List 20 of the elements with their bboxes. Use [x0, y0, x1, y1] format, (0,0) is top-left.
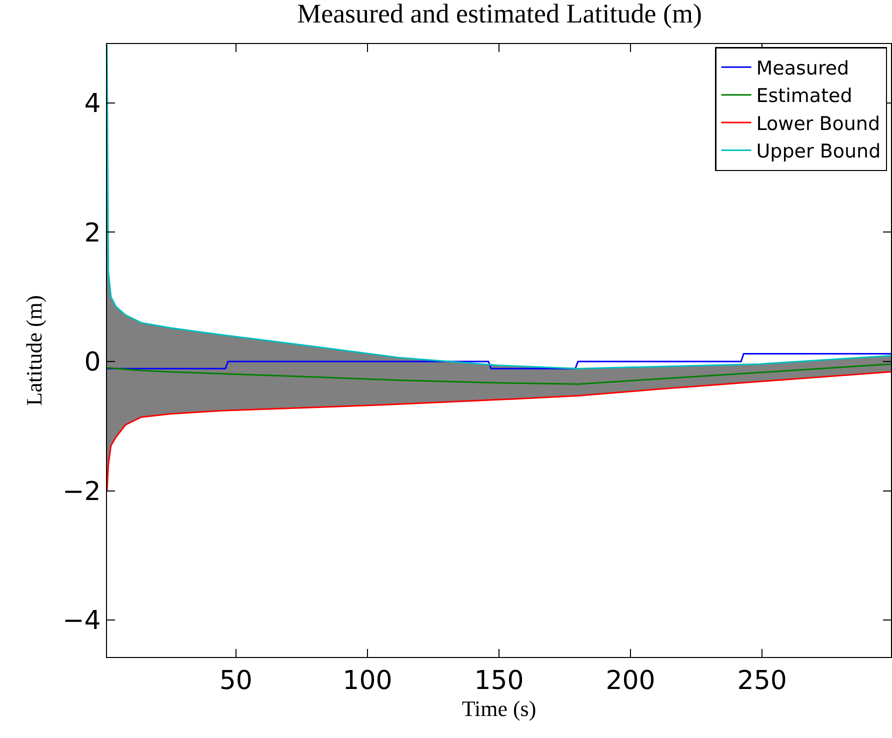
y-tick-label: 2 — [84, 218, 101, 248]
x-tick-label: 150 — [474, 666, 524, 696]
line-series — [107, 363, 891, 385]
x-tick-label: 100 — [342, 666, 392, 696]
y-tick-label: 4 — [84, 88, 101, 119]
legend-label: Estimated — [756, 85, 852, 108]
y-tick-label: −2 — [62, 476, 101, 507]
legend-label: Upper Bound — [756, 140, 881, 163]
legend-label: Measured — [756, 58, 850, 80]
line-series — [107, 44, 891, 370]
legend-label: Lower Bound — [756, 112, 880, 135]
x-tick-label: 50 — [219, 666, 252, 696]
y-tick-label: 0 — [84, 348, 101, 378]
chart-title: Measured and estimated Latitude (m) — [297, 0, 702, 29]
x-axis-title: Time (s) — [462, 696, 536, 722]
y-axis-title: Latitude (m) — [21, 295, 46, 406]
y-tick-label: −4 — [62, 606, 101, 636]
line-series — [107, 371, 891, 492]
x-tick-label: 250 — [737, 666, 787, 696]
x-tick-label: 200 — [606, 666, 656, 696]
